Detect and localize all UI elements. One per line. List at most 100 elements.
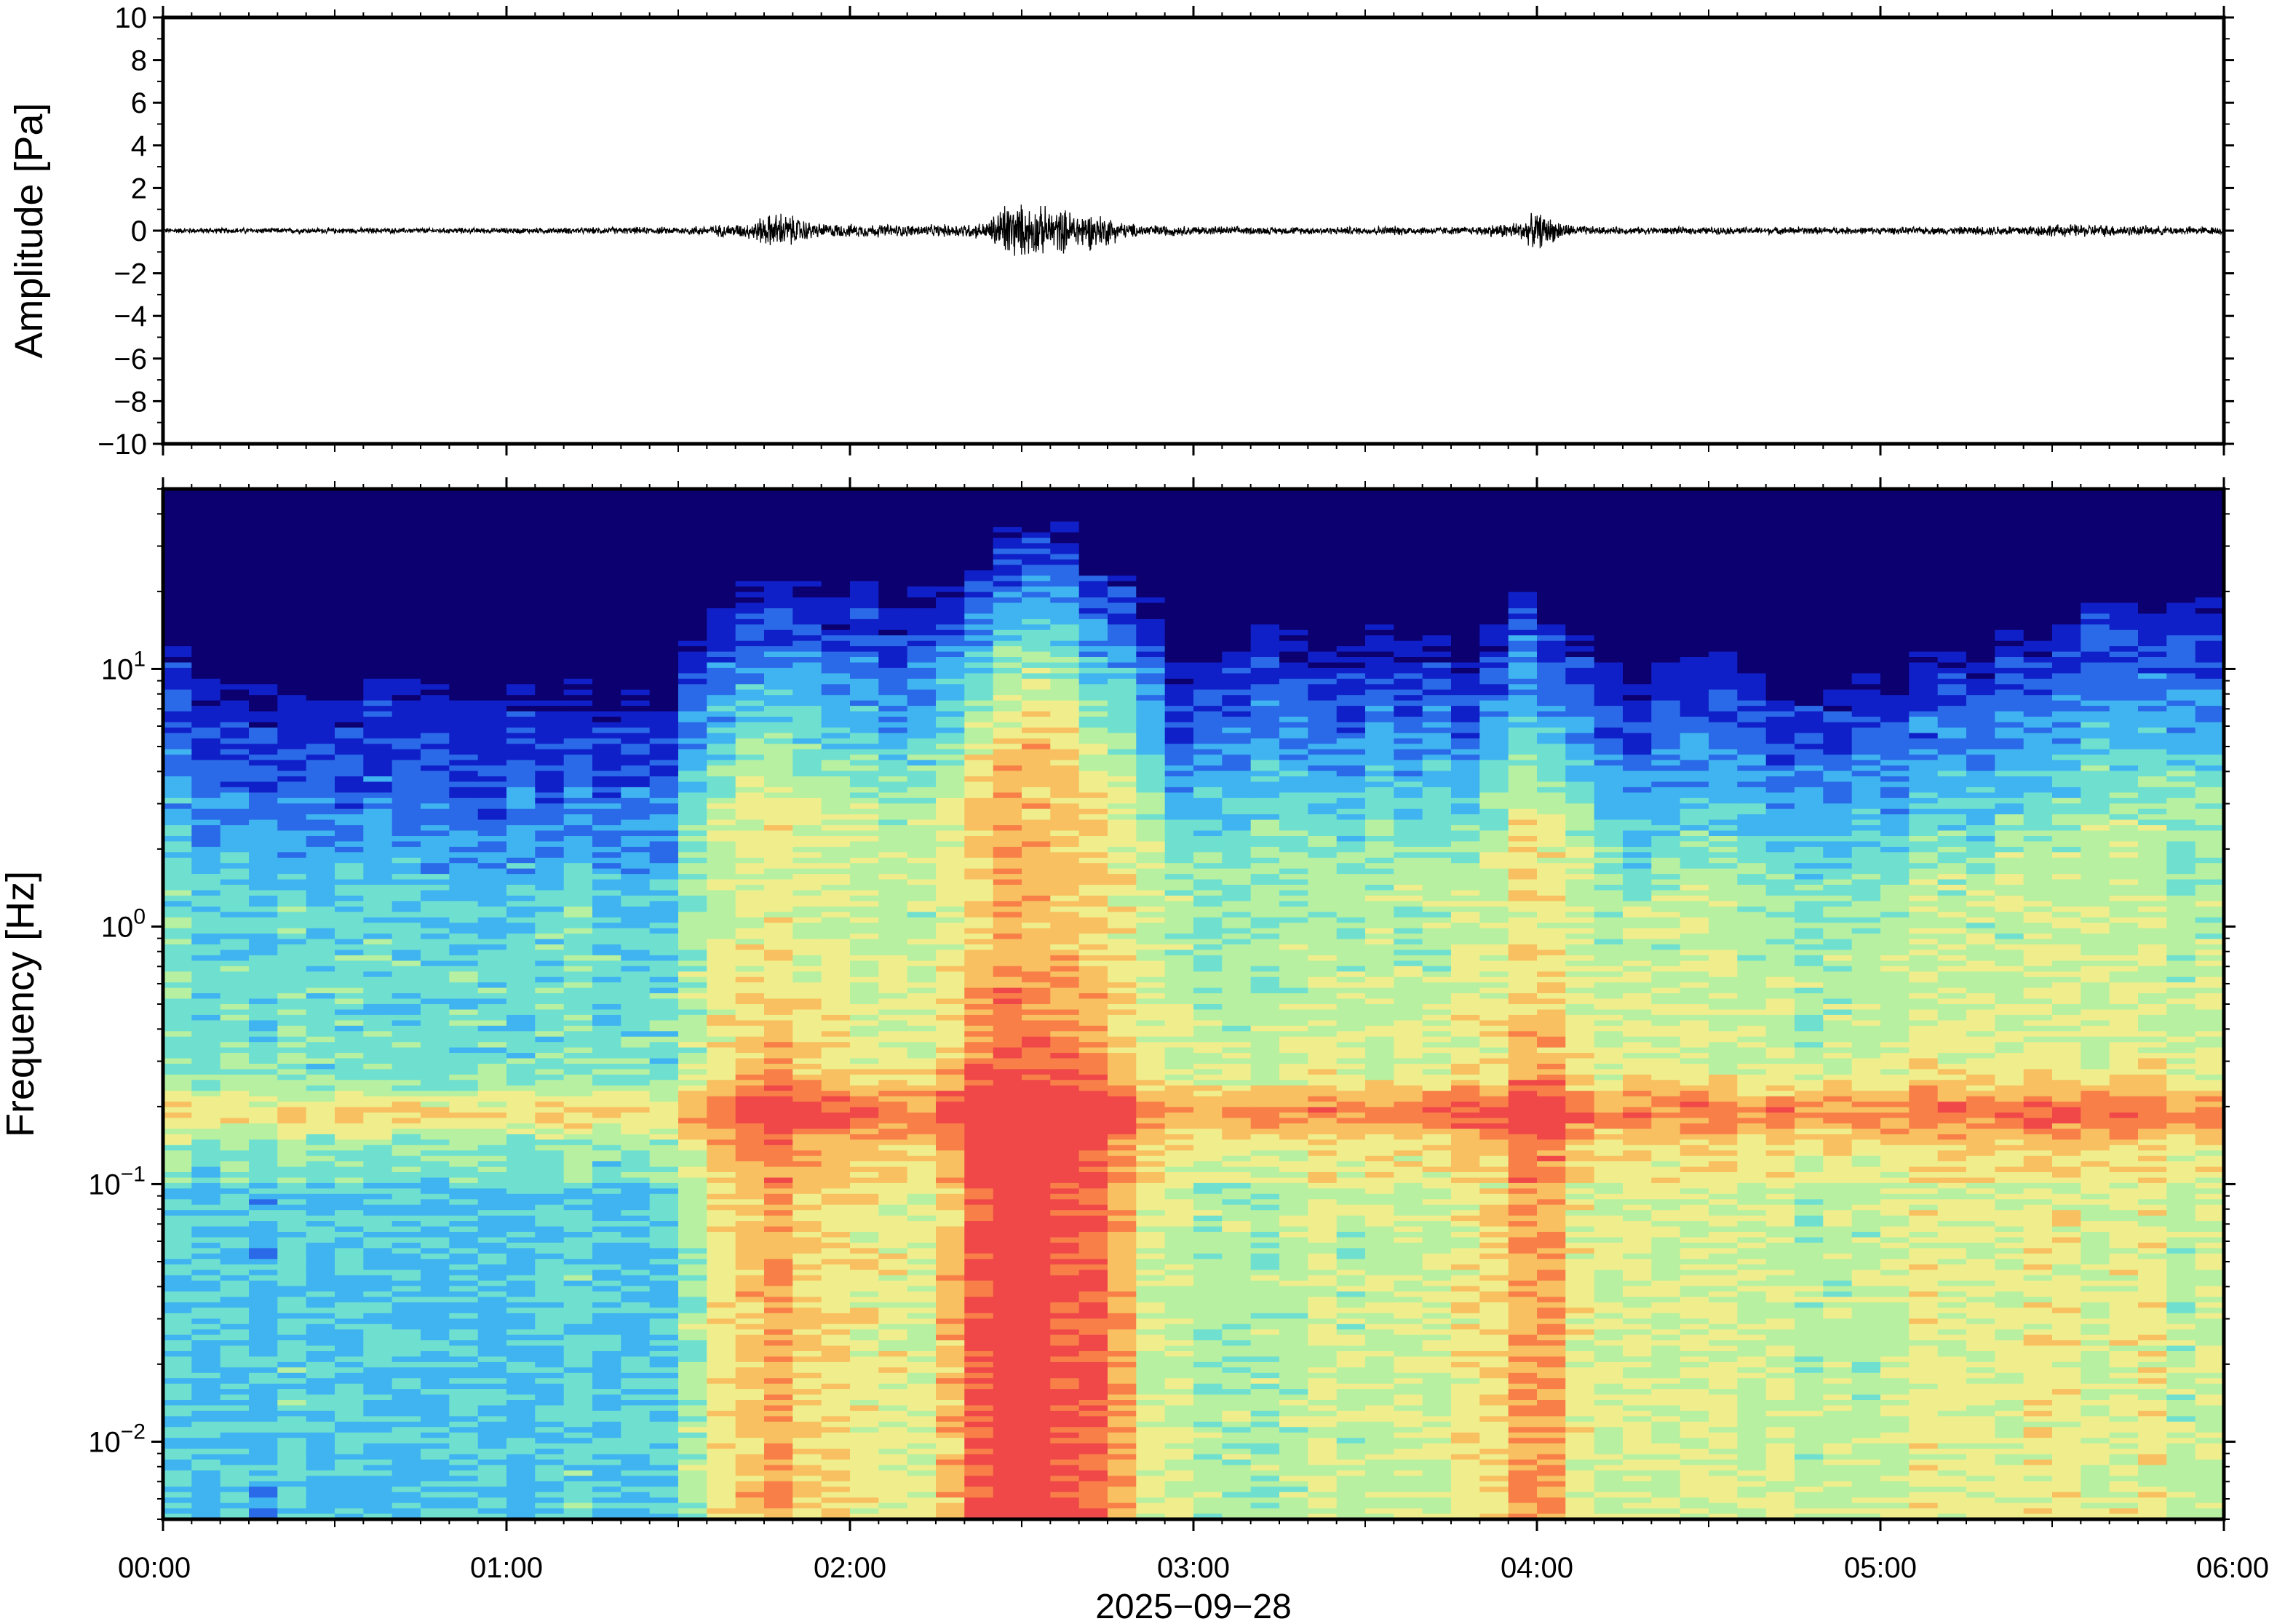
- spectrogram-cell: [363, 1502, 393, 1509]
- spectrogram-cell: [306, 667, 335, 674]
- spectrogram-cell: [449, 597, 479, 604]
- spectrogram-cell: [392, 830, 421, 837]
- spectrogram-cell: [649, 640, 679, 647]
- spectrogram-cell: [163, 1064, 193, 1070]
- spectrogram-cell: [277, 570, 307, 577]
- spectrogram-cell: [563, 1074, 593, 1081]
- spectrogram-cell: [592, 1470, 622, 1477]
- spectrogram-cell: [649, 1210, 679, 1217]
- spectrogram-cell: [392, 706, 421, 712]
- spectrogram-cell: [821, 803, 851, 810]
- spectrogram-cell: [363, 885, 393, 891]
- spectrogram-cell: [707, 852, 736, 859]
- spectrogram-cell: [764, 489, 794, 495]
- spectrogram-cell: [707, 738, 736, 745]
- spectrogram-cell: [850, 640, 880, 647]
- spectrogram-cell: [335, 1307, 365, 1314]
- spectrogram-cell: [563, 1009, 593, 1016]
- spectrogram-cell: [850, 1025, 880, 1032]
- spectrogram-cell: [163, 646, 193, 653]
- spectrogram-cell: [277, 787, 307, 794]
- spectrogram-cell: [277, 1427, 307, 1433]
- spectrogram-cell: [563, 1080, 593, 1086]
- spectrogram-cell: [821, 1031, 851, 1038]
- spectrogram-cell: [277, 803, 307, 810]
- spectrogram-cell: [449, 966, 479, 973]
- spectrogram-cell: [821, 781, 851, 788]
- spectrogram-cell: [678, 678, 708, 685]
- spectrogram-cell: [792, 706, 822, 712]
- spectrogram-cell: [649, 912, 679, 918]
- spectrogram-cell: [563, 852, 593, 859]
- spectrogram-cell: [477, 651, 507, 658]
- spectrogram-cell: [306, 700, 335, 706]
- spectrogram-cell: [249, 1242, 279, 1249]
- spectrogram-cell: [535, 1460, 565, 1466]
- spectrogram-cell: [506, 1193, 536, 1201]
- spectrogram-cell: [421, 543, 450, 549]
- spectrogram-cell: [563, 613, 593, 620]
- spectrogram-cell: [163, 998, 193, 1005]
- spectrogram-cell: [764, 955, 794, 962]
- spectrogram-cell: [163, 505, 193, 512]
- spectrogram-cell: [678, 863, 708, 869]
- spectrogram-cell: [850, 901, 880, 907]
- spectrogram-cell: [792, 1460, 822, 1466]
- spectrogram-cell: [306, 684, 335, 690]
- spectrogram-cell: [592, 998, 622, 1005]
- spectrogram-cell: [335, 673, 365, 680]
- spectrogram-cell: [392, 1389, 421, 1396]
- spectrogram-cell: [277, 1513, 307, 1519]
- spectrogram-cell: [220, 825, 250, 832]
- spectrogram-cell: [506, 814, 536, 821]
- spectrogram-cell: [477, 706, 507, 712]
- spectrogram-cell: [792, 1182, 822, 1190]
- spectrogram-cell: [306, 1182, 335, 1190]
- spectrogram-cell: [850, 1313, 880, 1320]
- spectrogram-cell: [850, 602, 880, 609]
- spectrogram-cell: [707, 960, 736, 967]
- spectrogram-cell: [477, 1367, 507, 1374]
- spectrogram-cell: [249, 711, 279, 717]
- spectrogram-cell: [678, 966, 708, 973]
- spectrogram-cell: [707, 505, 736, 512]
- spectrogram-cell: [535, 1123, 565, 1130]
- spectrogram-cell: [850, 1226, 880, 1233]
- spectrogram-cell: [764, 1286, 794, 1292]
- spectrogram-cell: [535, 852, 565, 859]
- spectrogram-cell: [535, 667, 565, 674]
- spectrogram-cell: [621, 1129, 651, 1135]
- spectrogram-cell: [707, 1064, 736, 1070]
- spectrogram-cell: [850, 960, 880, 967]
- spectrogram-cell: [764, 1281, 794, 1287]
- spectrogram-cell: [678, 516, 708, 522]
- spectrogram-cell: [792, 613, 822, 620]
- spectrogram-cell: [621, 640, 651, 647]
- spectrogram-cell: [306, 1264, 335, 1270]
- spectrogram-cell: [363, 1372, 393, 1380]
- spectrogram-cell: [335, 1486, 365, 1493]
- spectrogram-cell: [821, 744, 851, 750]
- spectrogram-cell: [335, 521, 365, 528]
- spectrogram-cell: [421, 738, 450, 745]
- spectrogram-cell: [735, 554, 765, 560]
- spectrogram-cell: [392, 1221, 421, 1227]
- spectrogram-cell: [392, 1237, 421, 1243]
- spectrogram-cell: [764, 890, 794, 896]
- spectrogram-cell: [735, 532, 765, 538]
- spectrogram-cell: [649, 1188, 679, 1195]
- spectrogram-cell: [335, 1502, 365, 1509]
- spectrogram-cell: [449, 852, 479, 859]
- spectrogram-cell: [792, 906, 822, 913]
- spectrogram-cell: [878, 1129, 908, 1135]
- spectrogram-cell: [277, 1502, 307, 1509]
- spectrogram-cell: [621, 852, 651, 859]
- spectrogram-cell: [506, 868, 536, 875]
- spectrogram-cell: [792, 1492, 822, 1498]
- spectrogram-cell: [363, 629, 393, 637]
- spectrogram-cell: [191, 1460, 221, 1466]
- spectrogram-cell: [821, 1476, 851, 1482]
- spectrogram-cell: [220, 830, 250, 837]
- spectrogram-cell: [220, 879, 250, 885]
- spectrogram-cell: [850, 1443, 880, 1449]
